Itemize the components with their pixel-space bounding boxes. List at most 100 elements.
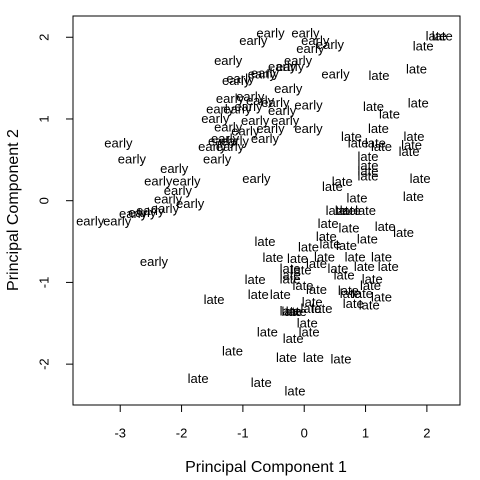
point-label: early [231,123,260,138]
point-label: late [335,203,356,218]
point-label: early [216,91,245,106]
point-label: late [251,375,272,390]
point-label: late [375,219,396,234]
point-label: late [369,68,390,83]
point-label: late [408,96,429,111]
point-label: late [286,304,307,319]
point-label: late [341,129,362,144]
point-label: late [343,296,364,311]
point-label: early [294,121,323,136]
point-label: late [354,259,375,274]
point-label: early [291,25,320,40]
point-label: late [331,351,352,366]
point-label: late [401,137,422,152]
x-tick-label: -3 [114,425,126,440]
point-label: early [144,173,173,188]
point-label: late [314,249,335,264]
point-label: early [211,131,240,146]
point-label: late [280,267,301,282]
point-label: early [214,53,243,68]
point-label: late [379,106,400,121]
point-label: late [327,261,348,276]
point-label: late [316,229,337,244]
point-label: late [393,225,414,240]
point-label: late [355,203,376,218]
point-label: early [118,151,147,166]
point-label: late [378,259,399,274]
point-label: late [306,282,327,297]
point-label: late [399,144,420,159]
point-label: late [280,261,301,276]
point-label: late [358,149,379,164]
point-label: late [283,331,304,346]
point-label: late [287,251,308,266]
point-label: late [358,168,379,183]
point-label: late [291,262,312,277]
point-label: early [128,205,157,220]
point-label: late [188,371,209,386]
point-label: late [346,190,367,205]
point-label: late [360,278,381,293]
point-label: early [198,139,227,154]
point-label: late [348,136,369,151]
point-label: early [301,33,330,48]
point-label: early [208,133,237,148]
point-label: late [359,298,380,313]
point-label: early [248,66,277,81]
x-tick-label: 0 [301,425,308,440]
x-axis-title: Principal Component 1 [185,459,347,476]
point-label: late [362,271,383,286]
y-tick-label: 2 [36,34,51,41]
point-label: early [256,121,285,136]
point-label: early [296,41,325,56]
point-label: early [214,119,243,134]
point-label: early [274,81,303,96]
point-label: late [338,283,359,298]
point-label: late [404,129,425,144]
point-label: late [285,383,306,398]
point-label: late [334,267,355,282]
point-label: late [358,158,379,173]
x-tick-label: -1 [237,425,249,440]
point-label: late [339,221,360,236]
point-label: early [203,151,232,166]
point-label: late [262,250,283,265]
point-label: late [293,278,314,293]
y-tick-label: 0 [36,197,51,204]
point-label: late [332,174,353,189]
point-label: late [318,216,339,231]
point-label: late [298,240,319,255]
point-label: late [363,99,384,114]
y-axis-title: Principal Component 2 [5,129,22,291]
point-label: late [281,304,302,319]
point-label: early [104,136,133,151]
point-label: late [357,231,378,246]
point-label: early [176,196,205,211]
point-label: early [316,37,345,52]
point-label: early [294,97,323,112]
point-label: late [413,38,434,53]
point-label: late [303,350,324,365]
point-label: late [312,301,333,316]
point-label: early [160,161,189,176]
point-label: late [280,303,301,318]
point-label: early [206,101,235,116]
point-label: early [136,203,165,218]
point-label: late [352,286,373,301]
point-label: late [280,271,301,286]
point-label: early [103,213,132,228]
point-label: early [76,213,105,228]
point-label: early [154,191,183,206]
point-label: early [164,183,193,198]
point-label: late [319,236,340,251]
point-label: late [204,292,225,307]
point-label: late [299,325,320,340]
point-label: late [245,272,266,287]
point-label: late [302,294,323,309]
point-label: late [336,238,357,253]
point-label: late [257,325,278,340]
y-tick-label: -1 [36,277,51,289]
point-label: early [268,59,297,74]
point-label: late [432,29,453,44]
y-tick-label: 1 [36,115,51,122]
